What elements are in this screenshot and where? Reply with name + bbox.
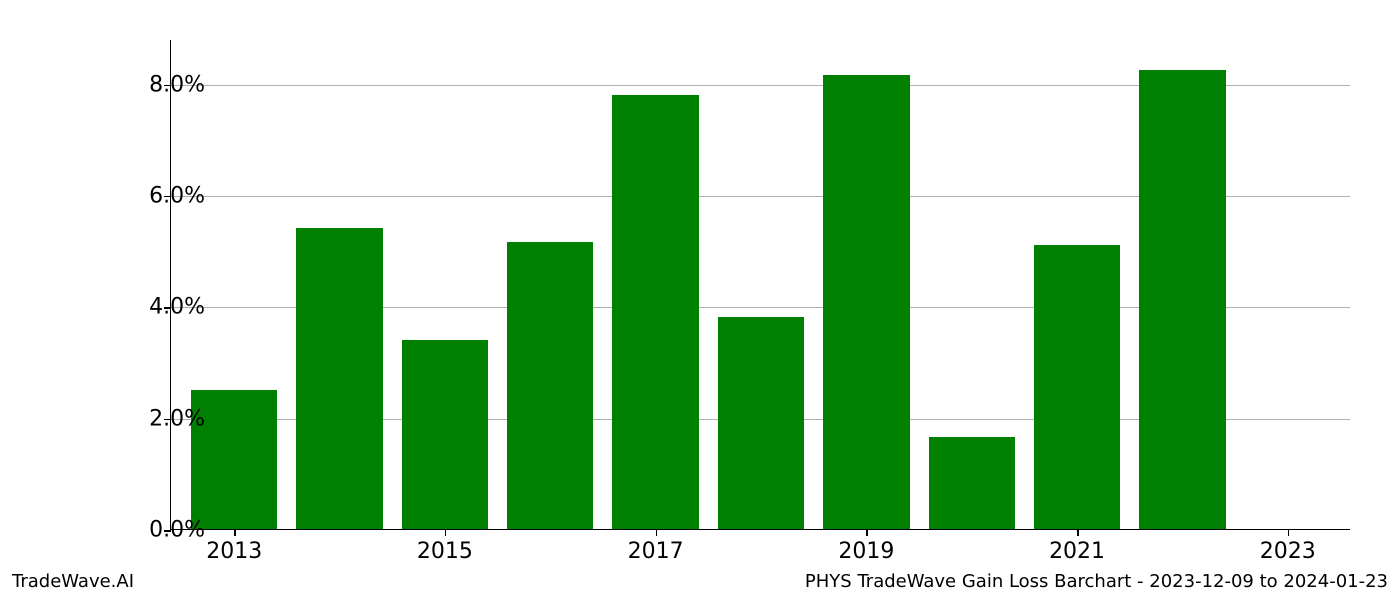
bar (1139, 70, 1225, 529)
y-tick-label: 8.0% (125, 72, 205, 97)
bar (929, 437, 1015, 529)
bar (507, 242, 593, 529)
plot-area: 201320152017201920212023 (170, 40, 1350, 530)
bar (296, 228, 382, 529)
chart-container: 201320152017201920212023 (170, 40, 1350, 530)
bar (612, 95, 698, 529)
y-tick-label: 4.0% (125, 295, 205, 320)
bar (1034, 245, 1120, 529)
y-tick-label: 2.0% (125, 406, 205, 431)
x-tick-mark (866, 529, 868, 536)
x-tick-mark (445, 529, 447, 536)
x-tick-label: 2019 (838, 539, 894, 564)
x-tick-label: 2013 (206, 539, 262, 564)
x-tick-label: 2017 (628, 539, 684, 564)
x-tick-label: 2015 (417, 539, 473, 564)
bar (718, 317, 804, 529)
x-tick-mark (234, 529, 236, 536)
x-tick-mark (1077, 529, 1079, 536)
footer-right-text: PHYS TradeWave Gain Loss Barchart - 2023… (805, 571, 1388, 592)
bar (402, 340, 488, 529)
x-tick-label: 2023 (1260, 539, 1316, 564)
y-tick-label: 6.0% (125, 183, 205, 208)
footer-left-text: TradeWave.AI (12, 571, 134, 592)
x-tick-mark (1288, 529, 1290, 536)
bar (823, 75, 909, 529)
x-tick-mark (656, 529, 658, 536)
y-tick-label: 0.0% (125, 518, 205, 543)
x-tick-label: 2021 (1049, 539, 1105, 564)
